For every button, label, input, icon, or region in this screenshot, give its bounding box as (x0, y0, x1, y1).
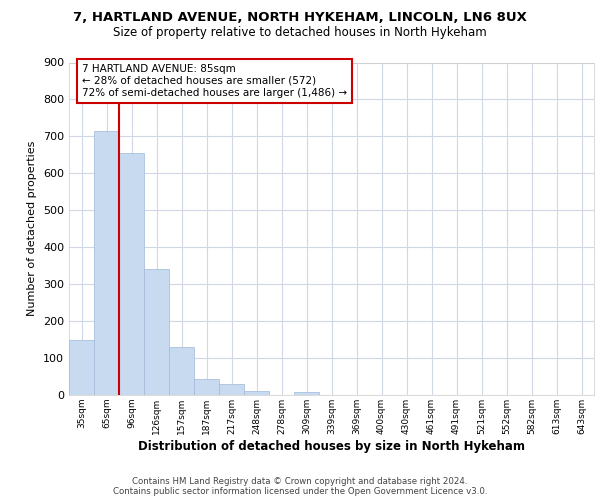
Bar (194, 380, 219, 395)
Text: 7 HARTLAND AVENUE: 85sqm
← 28% of detached houses are smaller (572)
72% of semi-: 7 HARTLAND AVENUE: 85sqm ← 28% of detach… (82, 64, 347, 98)
Text: Contains HM Land Registry data © Crown copyright and database right 2024.
Contai: Contains HM Land Registry data © Crown c… (113, 476, 487, 496)
Bar (219, 384, 244, 395)
Bar (69, 340, 94, 395)
Text: Size of property relative to detached houses in North Hykeham: Size of property relative to detached ho… (113, 26, 487, 39)
Bar (169, 347, 194, 395)
Bar (144, 270, 169, 395)
Bar (119, 153, 144, 395)
Bar (94, 131, 119, 395)
X-axis label: Distribution of detached houses by size in North Hykeham: Distribution of detached houses by size … (138, 440, 525, 452)
Y-axis label: Number of detached properties: Number of detached properties (28, 141, 37, 316)
Bar (244, 390, 269, 395)
Bar (294, 392, 319, 395)
Text: 7, HARTLAND AVENUE, NORTH HYKEHAM, LINCOLN, LN6 8UX: 7, HARTLAND AVENUE, NORTH HYKEHAM, LINCO… (73, 11, 527, 24)
